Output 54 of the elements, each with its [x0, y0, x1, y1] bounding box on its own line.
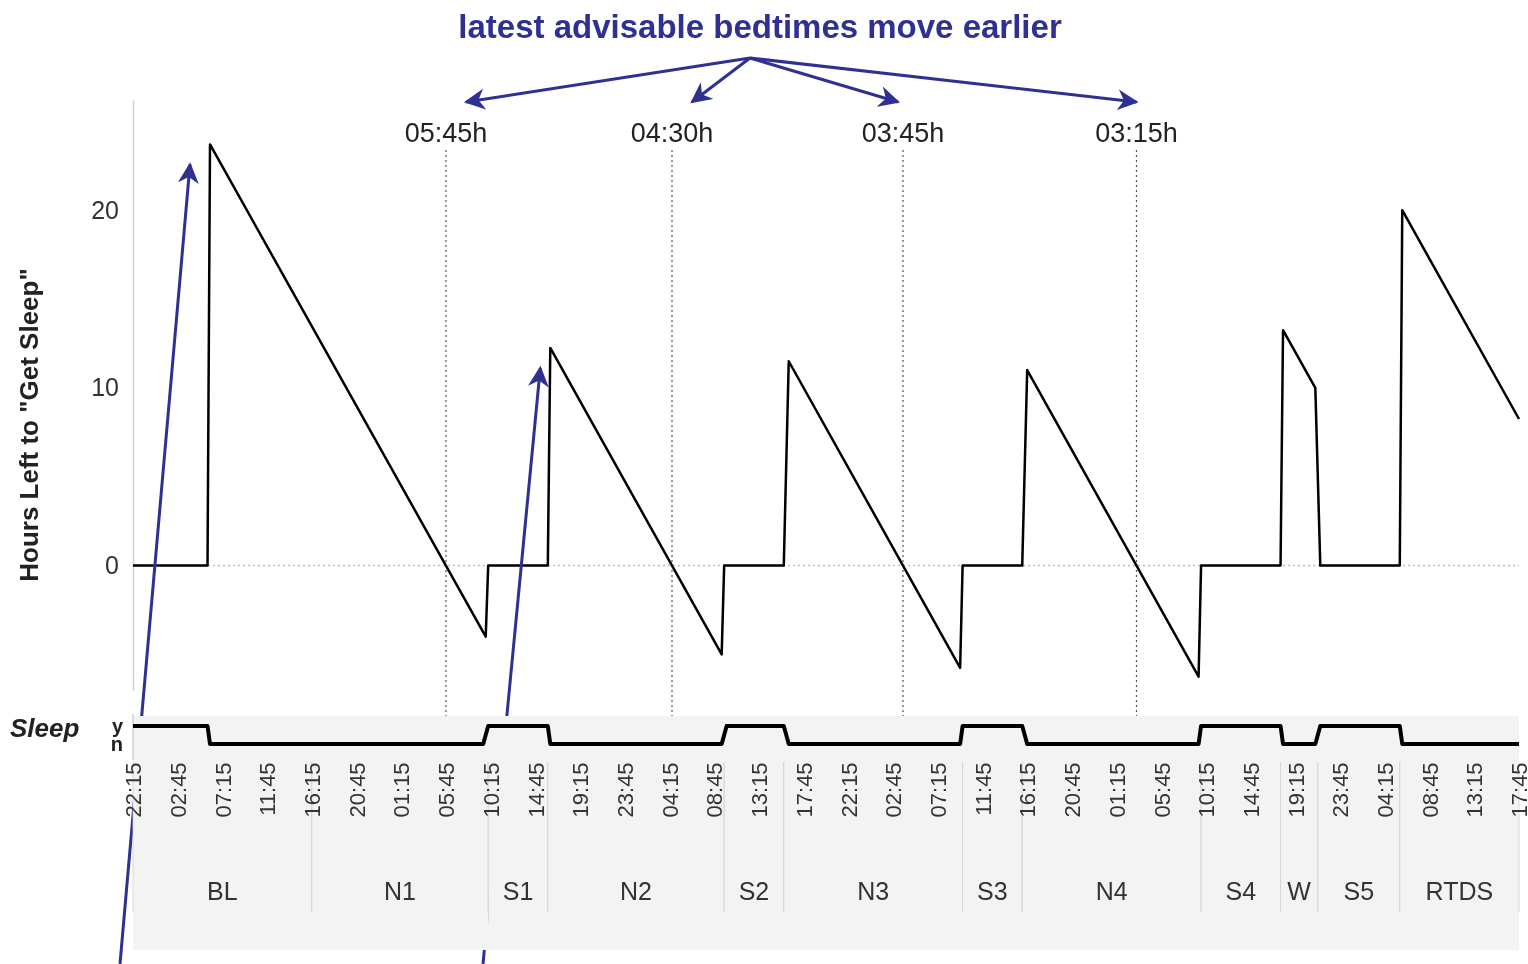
x-tick-label: 19:15 — [568, 762, 594, 818]
band-label: N1 — [384, 877, 416, 905]
ref-line-label: 04:30h — [630, 118, 714, 148]
x-tick-label: 07:15 — [210, 762, 236, 818]
band-label: N2 — [620, 877, 652, 905]
x-tick-label: 20:45 — [344, 762, 370, 818]
x-tick-label: 14:45 — [1238, 762, 1264, 818]
x-tick-label: 23:45 — [613, 762, 639, 818]
x-tick-label: 14:45 — [523, 762, 549, 818]
band-label: S3 — [977, 877, 1008, 905]
x-tick-label: 22:15 — [121, 762, 147, 818]
ref-line-label: 03:45h — [861, 118, 945, 148]
band-label: N4 — [1095, 877, 1128, 905]
x-tick-label: 05:45 — [434, 762, 460, 818]
band-label: S1 — [502, 877, 534, 905]
x-tick-label: 05:45 — [1149, 762, 1175, 818]
x-tick-label: 13:15 — [747, 762, 773, 818]
x-tick-label: 04:15 — [657, 762, 683, 818]
x-tick-label: 08:45 — [1417, 762, 1443, 818]
x-tick-label: 16:15 — [1015, 762, 1041, 818]
chart-title: latest advisable bedtimes move earlier — [458, 8, 1062, 45]
x-tick-label: 20:45 — [1060, 762, 1086, 818]
y-tick-label: 20 — [91, 195, 119, 224]
x-tick-label: 07:15 — [925, 762, 951, 818]
x-tick-label: 02:45 — [881, 762, 907, 818]
band-label: S5 — [1343, 877, 1375, 905]
x-tick-label: 01:15 — [389, 762, 415, 818]
x-tick-label: 11:45 — [255, 762, 281, 816]
x-tick-label: 10:15 — [1194, 762, 1220, 818]
y-axis-title: Hours Left to "Get Sleep" — [14, 268, 44, 582]
x-tick-label: 19:15 — [1283, 762, 1309, 818]
ref-line-label: 03:15h — [1095, 118, 1178, 148]
x-tick-label: 17:45 — [791, 762, 817, 818]
y-axis-title: Sleep — [10, 713, 80, 743]
band-label: S4 — [1225, 877, 1257, 905]
x-tick-label: 22:15 — [836, 762, 862, 818]
x-tick-label: 11:45 — [970, 762, 996, 816]
band-label: N3 — [857, 877, 890, 905]
y-tick-label: 0 — [105, 551, 119, 580]
band-label: W — [1287, 877, 1312, 905]
x-tick-label: 08:45 — [702, 762, 728, 818]
ref-line-label: 05:45h — [404, 118, 488, 148]
x-tick-label: 16:15 — [300, 762, 326, 818]
x-tick-label: 13:15 — [1462, 762, 1488, 818]
band-label: RTDS — [1425, 877, 1494, 905]
x-tick-label: 23:45 — [1328, 762, 1354, 818]
y-tick-label: 10 — [91, 373, 119, 402]
x-tick-label: 04:15 — [1373, 762, 1399, 818]
x-tick-label: 10:15 — [478, 762, 504, 818]
x-tick-label: 01:15 — [1104, 762, 1130, 818]
band-label: BL — [207, 877, 238, 905]
x-tick-label: 17:45 — [1507, 762, 1528, 818]
band-label: S2 — [738, 877, 770, 905]
x-tick-label: 02:45 — [165, 762, 191, 818]
